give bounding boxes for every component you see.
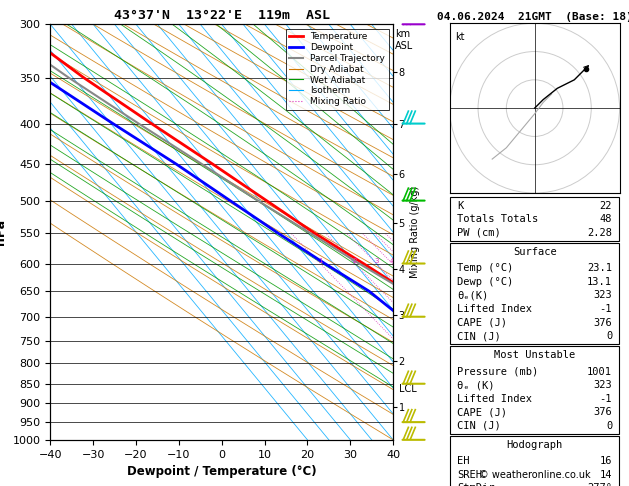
Text: 376: 376 xyxy=(593,318,612,328)
Text: CIN (J): CIN (J) xyxy=(457,421,501,431)
Text: CAPE (J): CAPE (J) xyxy=(457,407,507,417)
Text: Pressure (mb): Pressure (mb) xyxy=(457,366,538,377)
Text: Lifted Index: Lifted Index xyxy=(457,304,532,314)
Text: -1: -1 xyxy=(599,304,612,314)
Text: Dewp (°C): Dewp (°C) xyxy=(457,277,513,287)
Text: 2: 2 xyxy=(353,258,357,263)
Text: θₑ(K): θₑ(K) xyxy=(457,291,488,300)
Text: 1001: 1001 xyxy=(587,366,612,377)
Text: 277°: 277° xyxy=(587,484,612,486)
Text: Temp (°C): Temp (°C) xyxy=(457,263,513,273)
FancyBboxPatch shape xyxy=(450,347,619,434)
Y-axis label: hPa: hPa xyxy=(0,219,7,245)
Text: LCL: LCL xyxy=(399,383,416,394)
FancyBboxPatch shape xyxy=(450,197,619,241)
Text: Lifted Index: Lifted Index xyxy=(457,394,532,404)
FancyBboxPatch shape xyxy=(450,436,619,486)
Text: SREH: SREH xyxy=(457,470,482,480)
Text: Totals Totals: Totals Totals xyxy=(457,214,538,225)
Text: 323: 323 xyxy=(593,291,612,300)
X-axis label: Dewpoint / Temperature (°C): Dewpoint / Temperature (°C) xyxy=(127,465,316,478)
Text: 1: 1 xyxy=(318,258,323,263)
Text: 43°37'N  13°22'E  119m  ASL: 43°37'N 13°22'E 119m ASL xyxy=(114,9,330,22)
Text: 0: 0 xyxy=(606,421,612,431)
Text: 04.06.2024  21GMT  (Base: 18): 04.06.2024 21GMT (Base: 18) xyxy=(437,12,629,22)
Text: Hodograph: Hodograph xyxy=(506,440,563,450)
Text: 22: 22 xyxy=(599,201,612,211)
Text: PW (cm): PW (cm) xyxy=(457,228,501,238)
Text: km
ASL: km ASL xyxy=(395,29,413,51)
Text: 13.1: 13.1 xyxy=(587,277,612,287)
Text: 48: 48 xyxy=(599,214,612,225)
Text: 376: 376 xyxy=(593,407,612,417)
Text: Surface: Surface xyxy=(513,247,557,257)
Text: 2.28: 2.28 xyxy=(587,228,612,238)
Text: kt: kt xyxy=(455,32,465,42)
Text: StmDir: StmDir xyxy=(457,484,494,486)
Text: Most Unstable: Most Unstable xyxy=(494,350,576,360)
Text: 23.1: 23.1 xyxy=(587,263,612,273)
Text: 323: 323 xyxy=(593,380,612,390)
Text: EH: EH xyxy=(457,456,470,466)
Text: 16: 16 xyxy=(599,456,612,466)
Text: -1: -1 xyxy=(599,394,612,404)
Text: 3: 3 xyxy=(374,258,379,263)
Text: 0: 0 xyxy=(606,331,612,341)
Text: θₑ (K): θₑ (K) xyxy=(457,380,494,390)
FancyBboxPatch shape xyxy=(450,243,619,344)
Text: 4: 4 xyxy=(390,258,394,263)
Text: CAPE (J): CAPE (J) xyxy=(457,318,507,328)
Y-axis label: Mixing Ratio (g/kg): Mixing Ratio (g/kg) xyxy=(411,186,420,278)
Text: 14: 14 xyxy=(599,470,612,480)
Legend: Temperature, Dewpoint, Parcel Trajectory, Dry Adiabat, Wet Adiabat, Isotherm, Mi: Temperature, Dewpoint, Parcel Trajectory… xyxy=(286,29,389,110)
Text: CIN (J): CIN (J) xyxy=(457,331,501,341)
Text: K: K xyxy=(457,201,464,211)
Text: © weatheronline.co.uk: © weatheronline.co.uk xyxy=(479,470,591,480)
